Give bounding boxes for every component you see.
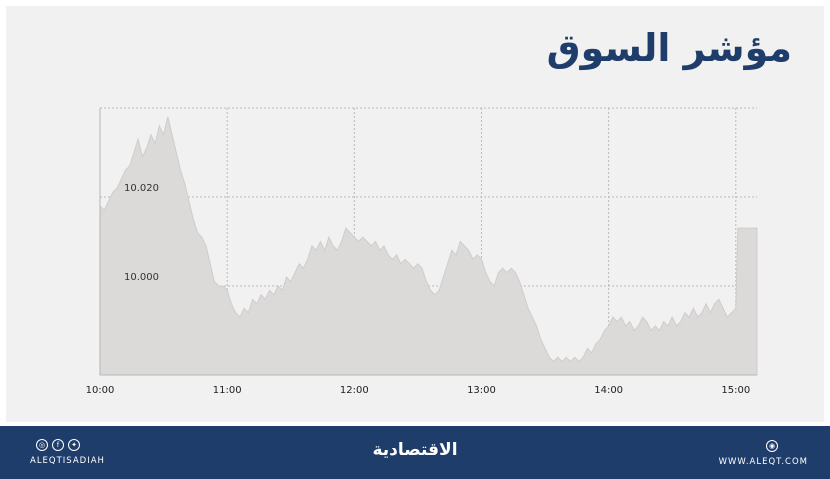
x-tick-label: 10:00	[86, 385, 115, 396]
x-tick-label: 13:00	[467, 385, 496, 396]
x-tick-label: 11:00	[213, 385, 242, 396]
x-tick-label: 15:00	[721, 385, 750, 396]
y-tick-label: 10.000	[124, 272, 159, 283]
social-icons: ◎ f ✦	[36, 439, 80, 451]
market-index-chart: 10.020 10.000 10:00 11:00 12:00 13:00 14:00 15:…	[86, 107, 758, 396]
globe-icon[interactable]: ◉	[766, 440, 778, 452]
website-link[interactable]: WWW.ALEQT.COM	[718, 457, 808, 467]
footer-bar: ◎ f ✦ ALEQTISADIAH الاقتصادية ◉ WWW.ALEQ…	[0, 426, 830, 479]
x-tick-label: 12:00	[340, 385, 369, 396]
axes	[99, 108, 757, 376]
page-title: مؤشر السوق	[546, 26, 792, 70]
y-tick-label: 10.020	[124, 183, 159, 194]
tick-labels: 10.020 10.000 10:00 11:00 12:00 13:00 14:00 15:…	[86, 183, 751, 396]
instagram-icon[interactable]: ◎	[36, 439, 48, 451]
brand-logo: الاقتصادية	[372, 440, 458, 460]
x-tick-label: 14:00	[594, 385, 623, 396]
social-handle[interactable]: ALEQTISADIAH	[30, 456, 105, 466]
twitter-icon[interactable]: ✦	[68, 439, 80, 451]
index-area	[99, 116, 758, 376]
facebook-icon[interactable]: f	[52, 439, 64, 451]
area-series	[99, 116, 758, 376]
